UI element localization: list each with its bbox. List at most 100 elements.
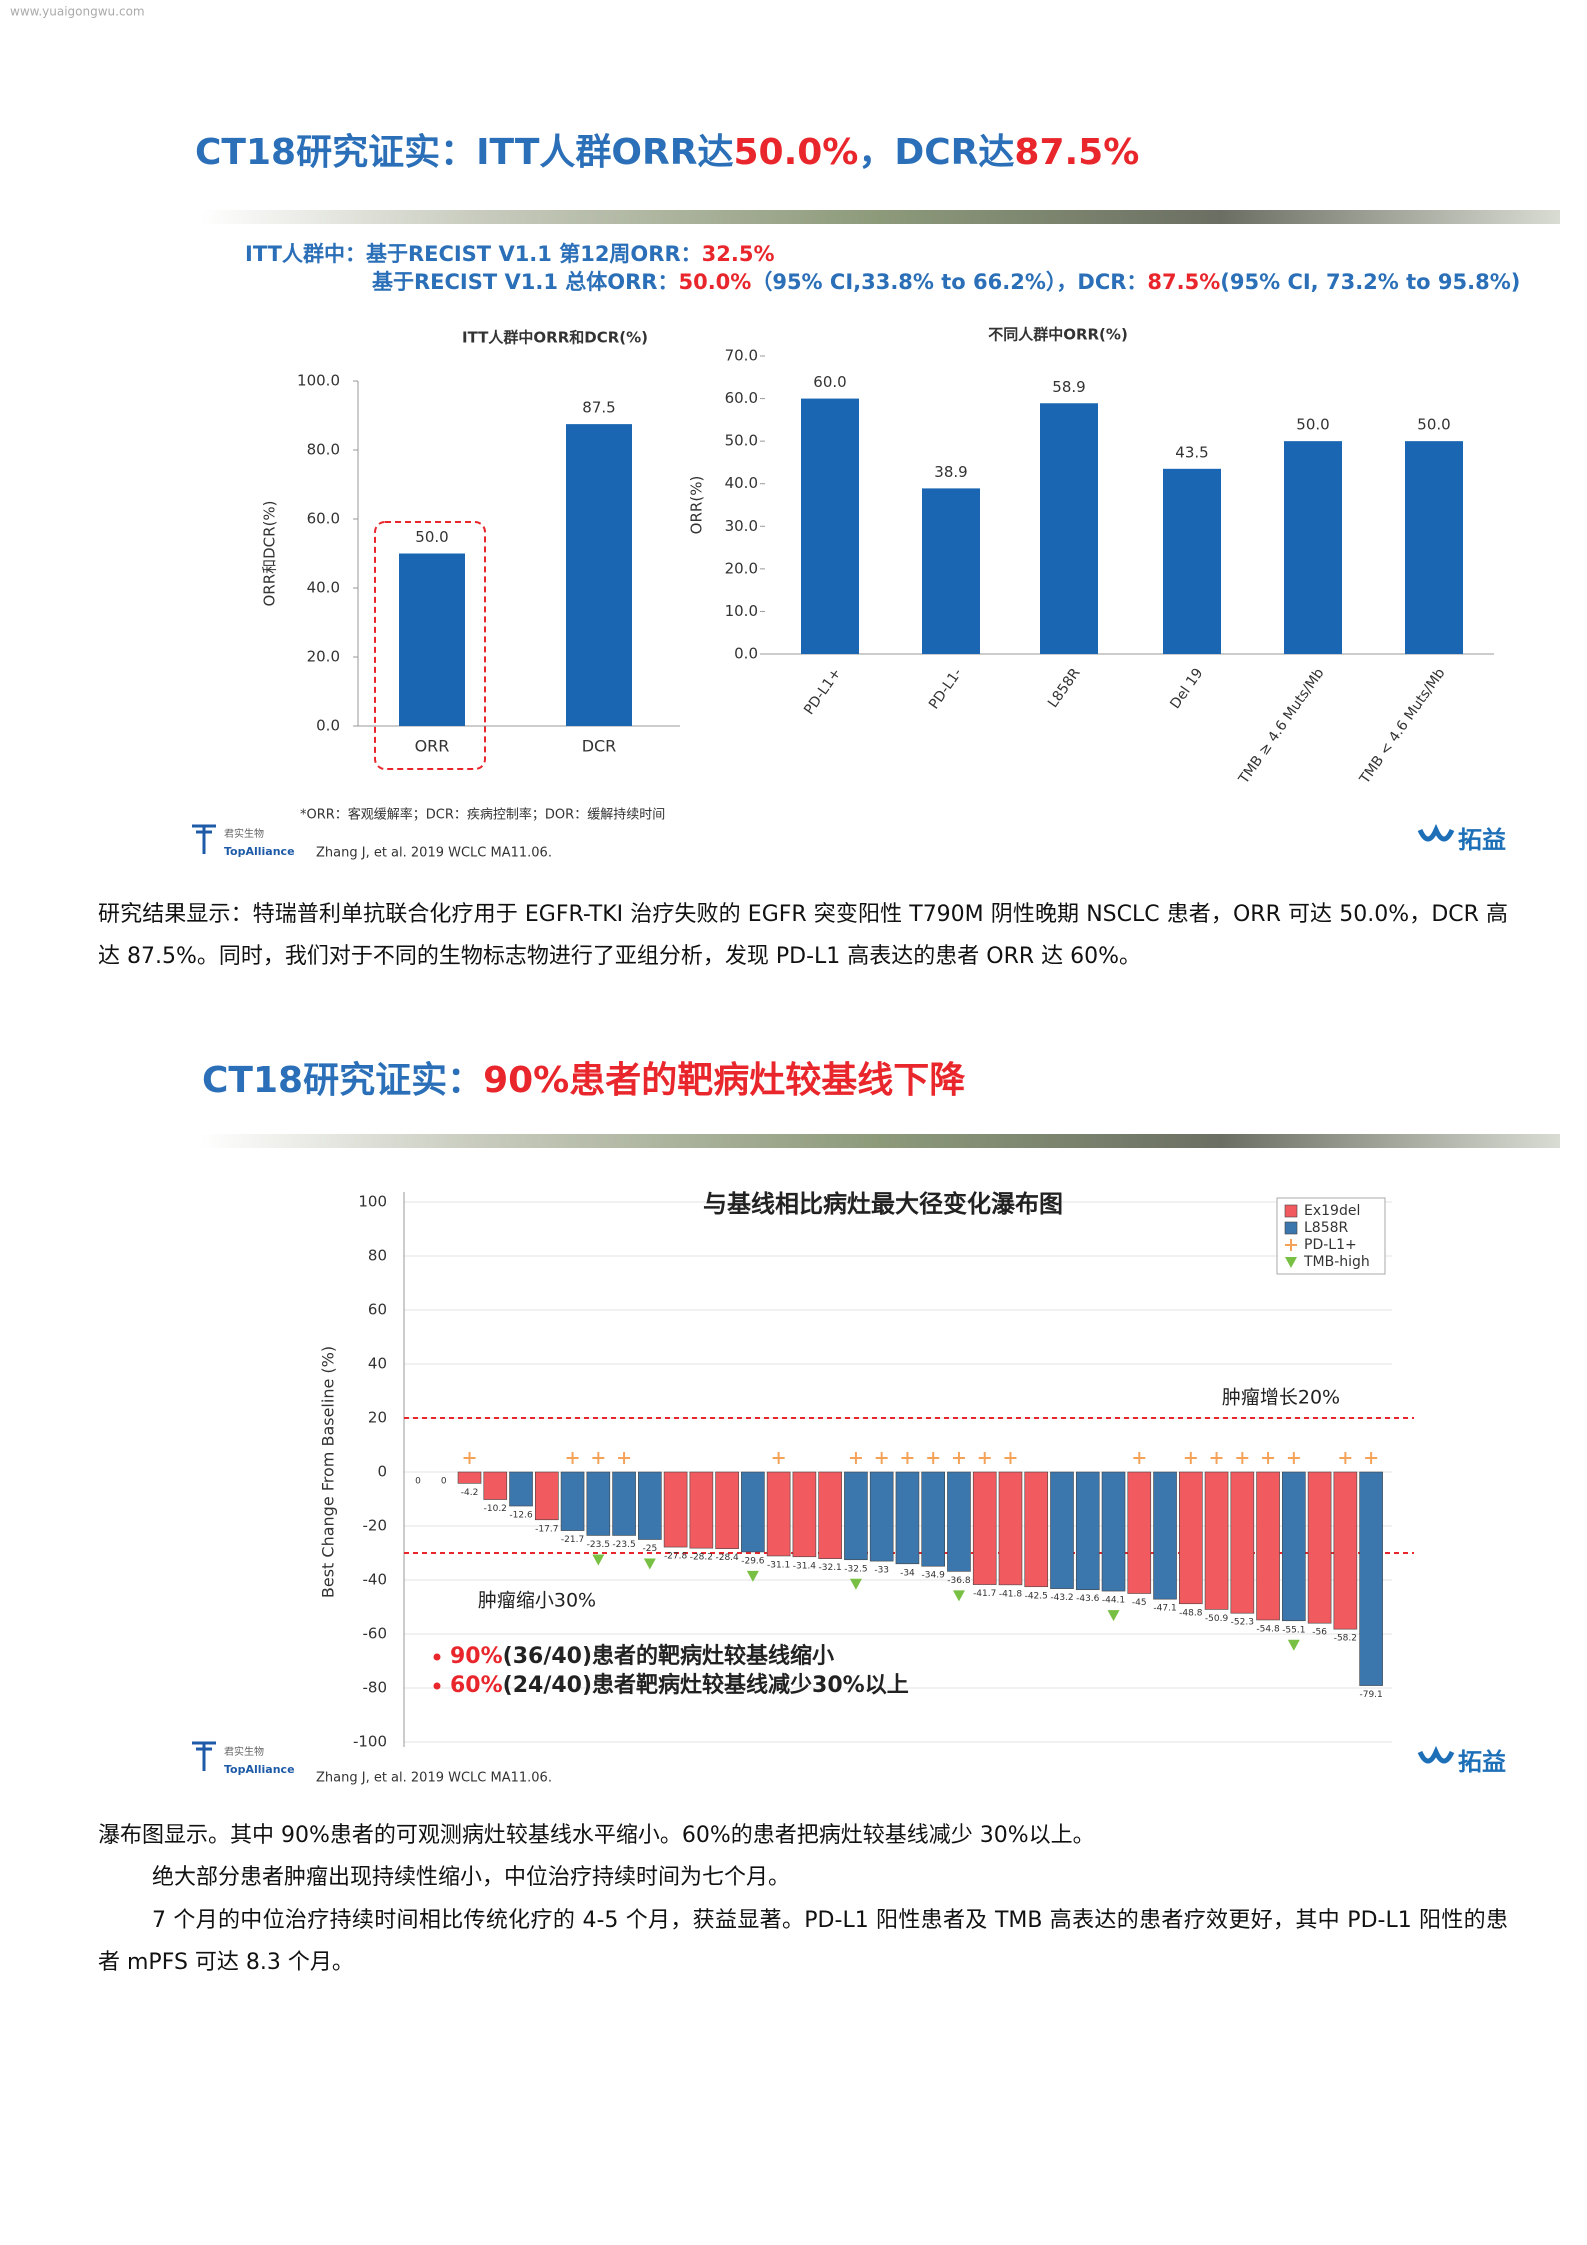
waterfall-chart: -100 -80 -60 -40 -20 0 20 40 60 80 100 与基线相比病灶最大径变化…	[319, 1190, 1414, 1751]
y-tick-label: 20	[368, 1409, 387, 1427]
bar	[1050, 1471, 1074, 1589]
value-label: -17.7	[535, 1524, 558, 1534]
value-label: -34	[900, 1568, 915, 1578]
value-label: -32.1	[819, 1563, 842, 1573]
partner-logo: 拓益	[1417, 823, 1506, 854]
bar	[766, 1471, 791, 1557]
bar	[1127, 1471, 1152, 1594]
tmb-marker	[1287, 1639, 1300, 1651]
y-tick-label: 80.0	[307, 441, 340, 459]
paragraph: 研究结果显示：特瑞普利单抗联合化疗用于 EGFR-TKI 治疗失败的 EGFR …	[98, 902, 1508, 969]
value-label: -45	[1132, 1598, 1147, 1608]
chart-title: 不同人群中ORR(%)	[988, 326, 1128, 344]
pdl1-marker	[1339, 1452, 1352, 1464]
x-tick-label: L858R	[1045, 665, 1084, 711]
bullet	[433, 1682, 441, 1690]
title-part: ，DCR达	[858, 132, 1014, 173]
tmb-marker	[1107, 1610, 1120, 1622]
y-tick-label: 80	[368, 1247, 387, 1265]
reference: Zhang J, et al. 2019 WCLC MA11.06.	[316, 846, 552, 861]
bar	[1230, 1471, 1255, 1614]
bar	[998, 1471, 1023, 1586]
legend-swatch	[1284, 1204, 1298, 1218]
logo-text: 君实生物	[224, 1745, 264, 1758]
bar	[457, 1471, 482, 1484]
pdl1-marker	[1004, 1452, 1017, 1464]
y-tick-label: 40.0	[307, 579, 340, 597]
value-label: 0	[441, 1477, 447, 1487]
y-tick-label: 60.0	[725, 389, 758, 407]
footnote: *ORR：客观缓解率；DCR：疾病控制率；DOR：缓解持续时间	[300, 807, 665, 823]
value-label: 87.5	[582, 399, 615, 417]
value-label: -12.6	[509, 1511, 533, 1521]
legend-swatch	[1285, 1239, 1297, 1251]
value-label: -4.2	[461, 1488, 479, 1498]
y-axis-label: ORR和DCR(%)	[261, 500, 279, 606]
y-tick-label: 30.0	[725, 517, 758, 535]
value-label: -42.5	[1025, 1591, 1048, 1601]
title-highlight: 90%患者的靶病灶较基线下降	[483, 1060, 965, 1101]
value-label: -56	[1312, 1628, 1327, 1638]
title-part: CT18研究证实：ITT人群ORR达	[195, 132, 733, 173]
paragraph: 瀑布图显示。其中 90%患者的可观测病灶较基线水平缩小。60%的患者把病灶较基线…	[98, 1823, 1095, 1848]
chart-title: ITT人群中ORR和DCR(%)	[462, 329, 648, 347]
pdl1-marker	[1184, 1452, 1197, 1464]
value-label: -58.2	[1334, 1634, 1357, 1644]
paragraph: 7 个月的中位治疗持续时间相比传统化疗的 4-5 个月，获益显著。PD-L1 阳…	[98, 1908, 1508, 1975]
value-label: -32.5	[844, 1564, 867, 1574]
pdl1-marker	[566, 1452, 579, 1464]
bar-chart: 不同人群中ORR(%) ORR(%) 0.0 10.0 20.0 30.0 40.0 50.0…	[688, 326, 1494, 788]
bar	[801, 398, 859, 654]
x-tick-label: PD-L1-	[926, 665, 966, 712]
y-tick-label: -100	[353, 1733, 387, 1751]
bar	[586, 1471, 611, 1536]
legend-label: Ex19del	[1304, 1203, 1360, 1219]
pdl1-marker	[1262, 1452, 1275, 1464]
legend-swatch	[1284, 1221, 1298, 1235]
pdl1-marker	[901, 1452, 914, 1464]
value-label: -28.4	[715, 1553, 739, 1563]
paragraph: 绝大部分患者肿瘤出现持续性缩小，中位治疗持续时间为七个月。	[152, 1865, 791, 1890]
bar	[1405, 441, 1463, 654]
value-label: -31.1	[767, 1560, 790, 1570]
bar	[1163, 468, 1221, 654]
y-tick-label: 50.0	[725, 432, 758, 450]
value-label: -23.5	[587, 1540, 610, 1550]
bar	[534, 1471, 559, 1521]
y-tick-label: 0.0	[734, 645, 758, 663]
pdl1-marker	[1236, 1452, 1249, 1464]
y-tick-label: 60	[368, 1301, 387, 1319]
tmb-marker	[592, 1554, 605, 1566]
pdl1-marker	[1133, 1452, 1146, 1464]
bar	[638, 1471, 662, 1540]
bar	[509, 1471, 533, 1507]
legend-label: PD-L1+	[1304, 1237, 1357, 1253]
decor-band	[200, 1134, 1560, 1148]
value-label: -41.7	[973, 1589, 996, 1599]
value-label: -29.6	[741, 1556, 765, 1566]
y-tick-label: 10.0	[725, 602, 758, 620]
logo-brand: TopAlliance	[224, 845, 295, 858]
y-tick-label: 100.0	[297, 372, 340, 390]
logo: 君实生物 TopAlliance	[192, 1741, 295, 1776]
bar	[612, 1471, 636, 1536]
value-label: -79.1	[1359, 1690, 1382, 1700]
value-label: 50.0	[415, 528, 448, 546]
y-tick-label: 60.0	[307, 510, 340, 528]
value-label: -41.8	[999, 1589, 1023, 1599]
subtitle: 基于RECIST V1.1 总体ORR：50.0%（95% CI,33.8% t…	[372, 270, 1520, 294]
bar	[1153, 1471, 1177, 1600]
x-tick-label: Del 19	[1167, 665, 1206, 711]
partner-name: 拓益	[1458, 1748, 1506, 1776]
subtitle-highlight: 32.5%	[702, 242, 775, 266]
legend-label: L858R	[1304, 1220, 1349, 1236]
note-highlight: 60%	[450, 1673, 503, 1698]
bar	[1307, 1471, 1332, 1624]
bar	[1075, 1471, 1100, 1591]
bar	[560, 1471, 585, 1531]
title-highlight: 50.0%	[733, 132, 858, 173]
value-label: 60.0	[813, 373, 846, 391]
subtitle-highlight: 87.5%	[1147, 270, 1220, 294]
x-tick-label: DCR	[582, 737, 617, 756]
